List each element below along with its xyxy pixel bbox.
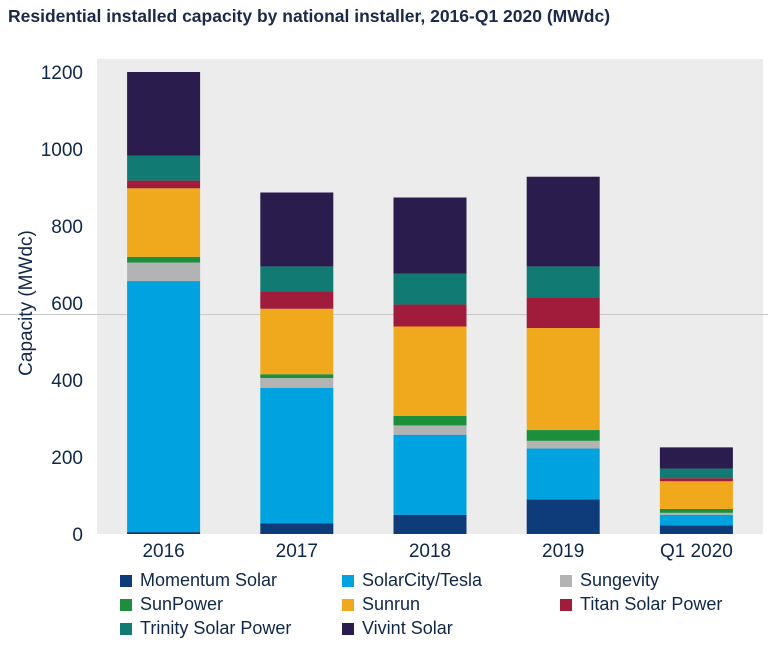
bar-segment-momentum-solar — [260, 523, 334, 534]
bar-segment-sunrun — [260, 308, 334, 375]
bar-segment-solarcity-tesla — [526, 448, 600, 500]
bar-segment-sunpower — [127, 256, 201, 263]
bar-segment-titan-solar-power — [393, 304, 467, 327]
legend-item: Vivint Solar — [342, 618, 453, 639]
bar-segment-sungevity — [260, 378, 334, 388]
y-tick-label: 1200 — [41, 63, 83, 84]
legend-label: SolarCity/Tesla — [362, 570, 483, 590]
legend-label: Trinity Solar Power — [140, 618, 292, 638]
bar-segment-momentum-solar — [659, 525, 733, 534]
legend-label: Sunrun — [362, 594, 421, 614]
legend-swatch — [342, 622, 354, 635]
bar-segment-titan-solar-power — [526, 297, 600, 329]
bar-segment-vivint-solar — [526, 176, 600, 267]
bar-segment-trinity-solar-power — [260, 266, 334, 292]
x-tick-label: 2019 — [542, 541, 584, 562]
bar-segment-sunpower — [393, 415, 467, 426]
bar-segment-sunrun — [526, 328, 600, 431]
bar-segment-trinity-solar-power — [127, 155, 201, 181]
legend-label: Sungevity — [580, 570, 660, 590]
bar-segment-titan-solar-power — [127, 180, 201, 189]
bar-segment-vivint-solar — [260, 192, 334, 267]
y-tick-label: 200 — [51, 448, 83, 469]
bar-segment-sunpower — [260, 374, 334, 379]
legend-swatch — [342, 598, 354, 611]
x-tick-label: 2017 — [276, 541, 318, 562]
bar-segment-titan-solar-power — [260, 291, 334, 309]
bar-segment-sungevity — [526, 440, 600, 449]
bar-segment-momentum-solar — [127, 532, 201, 534]
legend-item: Momentum Solar — [120, 570, 277, 591]
bar-segment-sungevity — [659, 512, 733, 515]
bar-segment-momentum-solar — [526, 499, 600, 534]
bar-segment-vivint-solar — [659, 447, 733, 469]
bar-segment-titan-solar-power — [659, 478, 733, 482]
bar-segment-sungevity — [393, 425, 467, 435]
legend-swatch — [120, 574, 132, 587]
bar-segment-solarcity-tesla — [260, 387, 334, 524]
bar-segment-sunpower — [659, 508, 733, 513]
legend-label: Vivint Solar — [362, 618, 453, 638]
bar-segment-sunrun — [659, 481, 733, 509]
y-tick-label: 800 — [51, 217, 83, 238]
y-tick-label: 600 — [51, 294, 83, 315]
bar-segment-solarcity-tesla — [393, 434, 467, 515]
chart-title: Residential installed capacity by nation… — [8, 6, 611, 26]
bar-segment-trinity-solar-power — [393, 273, 467, 305]
bar-segment-sunrun — [393, 326, 467, 416]
bar-segment-sungevity — [127, 262, 201, 282]
overlay-guide-line — [0, 314, 768, 315]
legend-label: Momentum Solar — [140, 570, 278, 590]
x-tick-label: 2016 — [142, 541, 184, 562]
legend-item: SolarCity/Tesla — [342, 570, 482, 591]
bar-segment-sunrun — [127, 188, 201, 257]
bar-segment-trinity-solar-power — [659, 468, 733, 479]
legend-item: SunPower — [120, 594, 223, 615]
legend-swatch — [342, 574, 354, 587]
bar-segment-solarcity-tesla — [659, 514, 733, 526]
legend-swatch — [120, 598, 132, 611]
bar-segment-sunpower — [526, 430, 600, 441]
x-tick-label: Q1 2020 — [660, 541, 733, 562]
legend-swatch — [560, 598, 572, 611]
legend-item: Sungevity — [560, 570, 659, 591]
legend-item: Sunrun — [342, 594, 420, 615]
legend-item: Titan Solar Power — [560, 594, 722, 615]
legend-swatch — [560, 574, 572, 587]
bar-segment-momentum-solar — [393, 514, 467, 534]
legend-swatch — [120, 622, 132, 635]
y-tick-label: 400 — [51, 371, 83, 392]
bar-segment-trinity-solar-power — [526, 266, 600, 298]
legend-item: Trinity Solar Power — [120, 618, 291, 639]
legend-label: Titan Solar Power — [580, 594, 723, 614]
y-tick-label: 1000 — [41, 140, 83, 161]
y-tick-label: 0 — [72, 525, 83, 546]
bar-segment-solarcity-tesla — [127, 281, 201, 533]
x-tick-label: 2018 — [409, 541, 451, 562]
legend-label: SunPower — [140, 594, 224, 614]
y-axis-label: Capacity (MWdc) — [16, 230, 37, 376]
bar-segment-vivint-solar — [127, 72, 201, 156]
bar-segment-vivint-solar — [393, 197, 467, 274]
